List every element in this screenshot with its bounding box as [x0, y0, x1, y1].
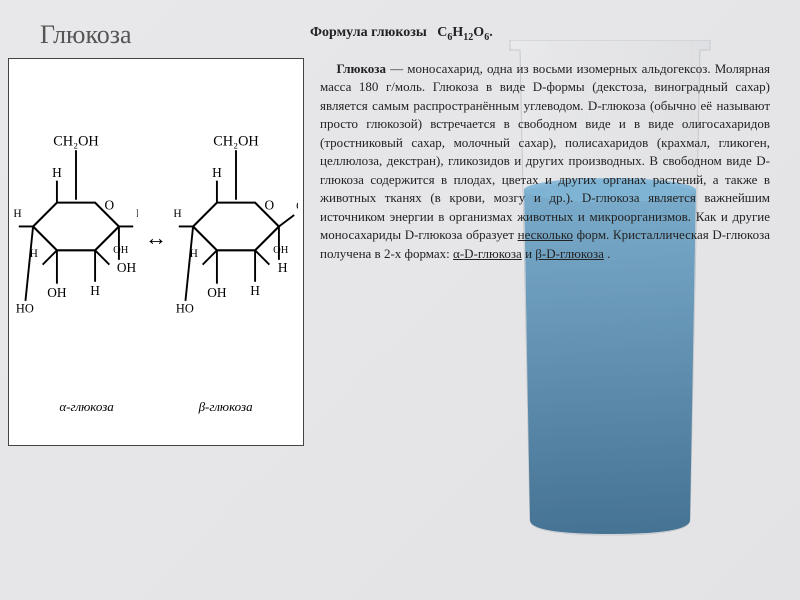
structure-diagram: CH₂OH O H H OH H OH OH: [8, 58, 304, 446]
formula-dot: .: [489, 25, 493, 40]
svg-text:OH: OH: [296, 200, 298, 212]
article-body: Глюкоза — моносахарид, одна из восьми из…: [320, 60, 770, 263]
article-link-1[interactable]: несколько: [518, 227, 573, 242]
alpha-structure: CH₂OH O H H OH H OH OH: [14, 86, 138, 391]
svg-text:CH₂OH: CH₂OH: [213, 133, 259, 149]
svg-text:OH: OH: [47, 285, 67, 300]
svg-text:O: O: [105, 197, 115, 212]
beta-structure: CH₂OH O H OH H H OH OH H: [174, 86, 298, 391]
svg-text:OH: OH: [113, 245, 129, 256]
svg-text:H: H: [136, 207, 138, 219]
svg-text:H: H: [90, 283, 100, 298]
beta-label: β-глюкоза: [199, 399, 253, 415]
svg-text:H: H: [174, 207, 182, 219]
equilibrium-arrow: ↔: [144, 225, 168, 251]
formula-label: Формула глюкозы: [310, 25, 427, 40]
alpha-label: α-глюкоза: [59, 399, 113, 415]
svg-text:OH: OH: [207, 285, 227, 300]
svg-text:OH: OH: [117, 260, 137, 275]
svg-text:H: H: [14, 207, 22, 219]
formula-c: C: [437, 25, 447, 40]
formula-heading: Формула глюкозы C6H12O6.: [310, 25, 493, 43]
svg-text:HO: HO: [16, 301, 34, 315]
page-title: Глюкоза: [40, 20, 132, 50]
formula-o: O: [473, 25, 484, 40]
svg-text:H: H: [278, 260, 288, 275]
svg-text:H: H: [212, 164, 222, 179]
article-text-1: — моносахарид, одна из восьми изомерных …: [320, 61, 770, 242]
svg-text:OH: OH: [273, 245, 289, 256]
article-lead: Глюкоза: [336, 61, 386, 76]
formula-h-sub: 12: [463, 32, 473, 43]
svg-text:H: H: [250, 283, 260, 298]
svg-text:CH₂OH: CH₂OH: [53, 133, 98, 149]
svg-text:HO: HO: [176, 301, 194, 315]
article-link-2[interactable]: α-D-глюкоза: [453, 246, 522, 261]
formula-h: H: [452, 25, 463, 40]
article-link-3[interactable]: β-D-глюкоза: [535, 246, 604, 261]
svg-text:H: H: [52, 164, 62, 179]
article-text-4: .: [604, 246, 611, 261]
article-text-3: и: [522, 246, 535, 261]
svg-text:O: O: [265, 197, 275, 212]
